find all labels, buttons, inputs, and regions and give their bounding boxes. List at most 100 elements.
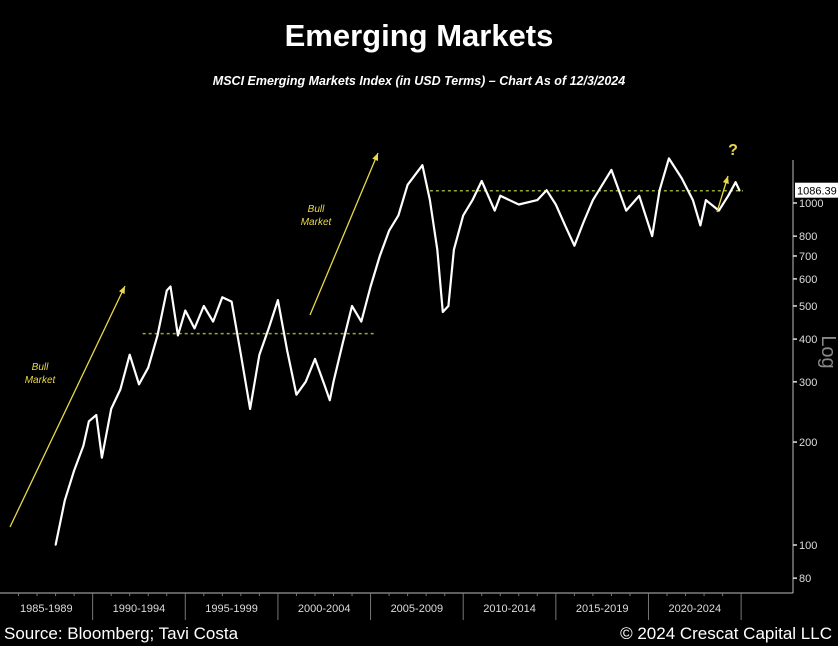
data-point [304,381,307,383]
data-point [638,194,641,197]
data-point [545,189,548,192]
future-arrow-head [722,176,729,184]
bull-market-arrow-head [372,153,379,161]
y-tick-label: 1000 [799,198,823,210]
data-point [64,499,66,502]
last-value-label: 1086.39 [797,186,837,198]
data-point [267,327,270,330]
bull-market-label: Bull [32,362,49,373]
x-category-label: 2020-2024 [668,603,721,615]
data-point [147,366,150,369]
data-point [453,248,455,251]
data-point [421,164,424,166]
data-point [138,383,140,386]
data-point [493,209,496,212]
y-tick-label: 80 [799,573,811,585]
x-category-label: 1985-1989 [20,603,73,615]
data-point [203,305,205,307]
y-tick-label: 300 [799,377,817,389]
y-tick-label: 500 [799,301,817,313]
bull-market-arrow [9,285,126,528]
data-point [258,353,261,356]
bull-market-label: Market [25,375,57,386]
data-point [193,327,196,330]
data-point [738,189,741,192]
data-point [73,469,75,472]
data-point [517,203,520,206]
data-point [610,169,613,171]
y-tick-label: 600 [799,274,817,286]
data-point [360,320,363,323]
x-category-label: 2000-2004 [298,603,351,615]
data-point [286,349,288,352]
data-point [156,334,159,337]
data-point [447,305,450,307]
data-point [230,300,233,303]
bull-market-label: Market [301,217,333,228]
data-point [727,194,729,197]
x-category-label: 2005-2009 [391,603,444,615]
axes: 80 100 200 300 400 500 600 700 800 1000 Log 1985-19… [0,160,838,620]
x-category-label: 2010-2014 [483,603,536,615]
data-point [369,285,372,288]
bull-market-label: Bull [308,204,325,215]
data-point [110,408,112,410]
y-tick-label: 400 [799,334,817,346]
y-tick-label: 100 [799,540,817,552]
data-point [323,383,326,386]
data-point [699,224,702,227]
data-point [54,544,57,546]
annotations: Bull Market Bull Market? [9,142,738,528]
data-point [692,199,694,201]
data-point [471,199,474,201]
data-point [379,255,381,257]
y-tick-label: 800 [799,231,817,243]
bull-market-arrow [309,152,379,316]
data-point [169,285,172,288]
data-point [184,309,187,312]
chart-title: Emerging Markets [284,18,554,53]
data-point [82,445,85,447]
data-point [165,289,168,292]
data-point [341,342,344,344]
data-point [582,221,585,223]
data-point [212,320,214,323]
data-point [536,199,539,201]
data-point [651,235,653,237]
source-note: Source: Bloomberg; Tavi Costa [4,624,239,643]
data-point [442,311,444,313]
x-category-label: 1995-1999 [205,603,258,615]
data-point [429,199,431,201]
data-point [249,408,251,410]
data-point [295,393,298,396]
data-point [564,224,566,227]
y-tick-label: 200 [799,437,817,449]
chart-subtitle: MSCI Emerging Markets Index (in USD Term… [212,74,626,88]
data-point [734,181,737,184]
data-point [277,299,279,301]
data-point [221,296,224,299]
data-point [128,353,131,356]
series: 1086.39 [54,157,838,546]
data-point [177,334,179,337]
data-point [718,209,720,212]
index-line [54,157,741,546]
data-point [119,388,122,391]
data-point [328,399,331,402]
data-point [388,229,390,232]
data-point [625,209,628,212]
bull-market-arrow-head [119,286,125,294]
data-point [88,420,90,423]
data-point [397,214,400,217]
data-point [240,353,242,356]
y-tick-label: 700 [799,251,817,263]
data-point [406,184,409,186]
data-point [705,199,707,201]
data-point [592,199,594,201]
data-point [314,358,316,360]
data-point [332,381,335,383]
last-value-box [795,182,838,198]
data-point [681,177,683,180]
x-category-label: 2015-2019 [576,603,629,615]
